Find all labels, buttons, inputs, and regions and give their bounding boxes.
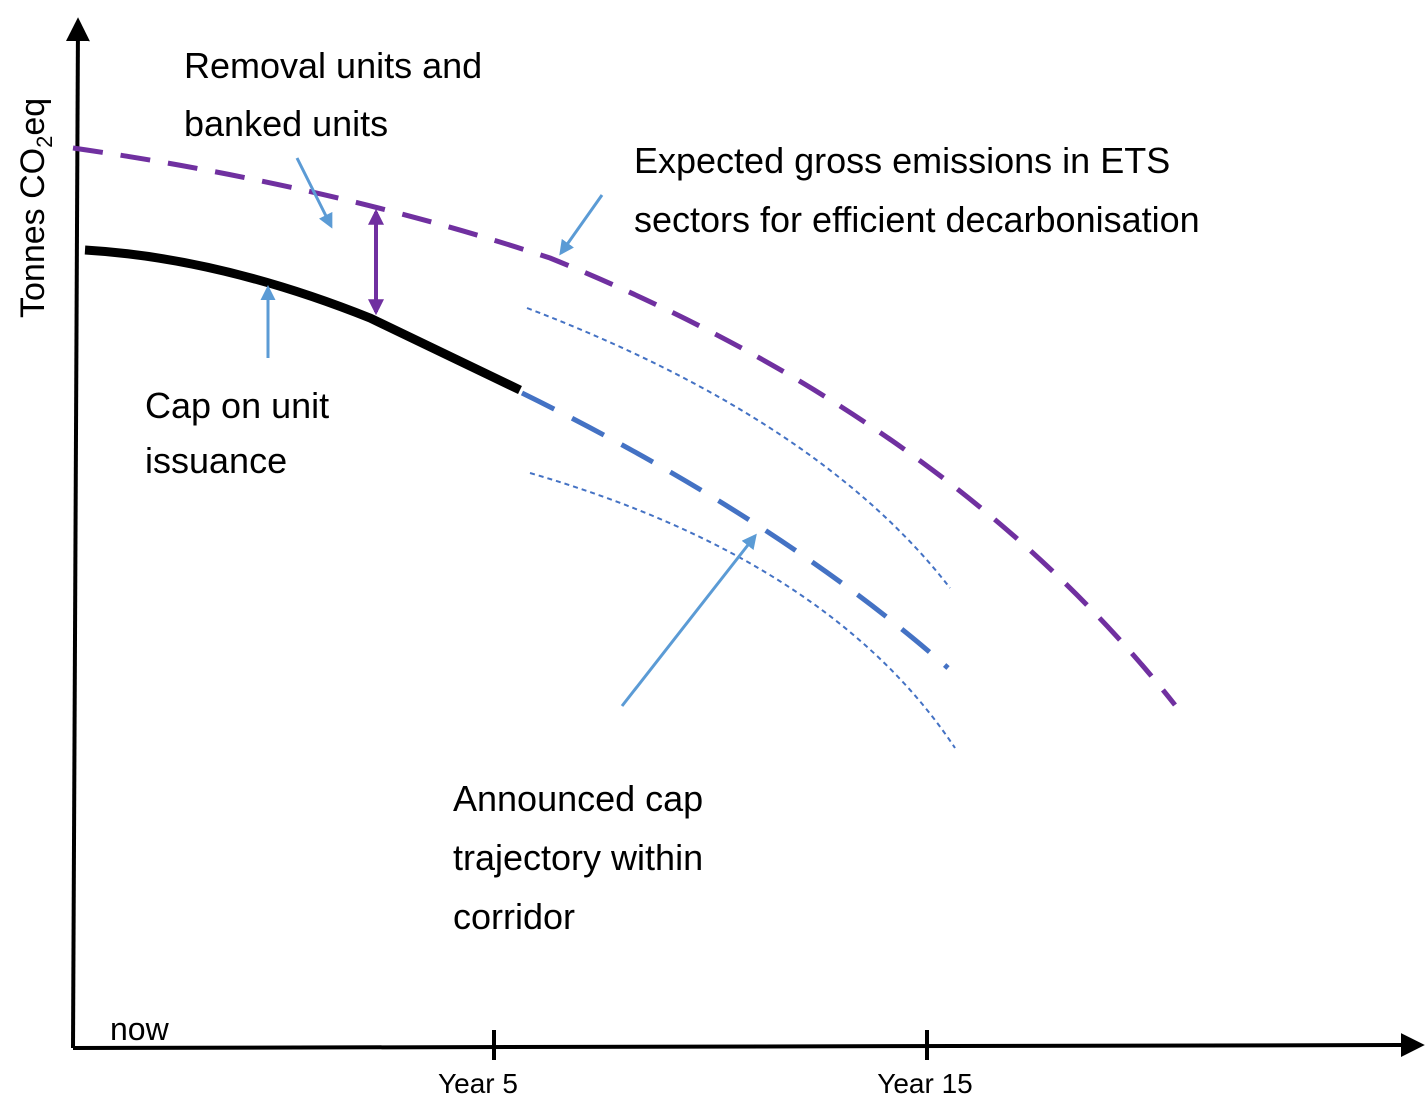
x-tick-label: Year 5 — [438, 1068, 518, 1099]
annotation: Cap on unit — [145, 385, 329, 426]
annotation: Expected gross emissions in ETS — [634, 140, 1170, 181]
annotation: Removal units and — [184, 45, 482, 86]
annotation: trajectory within — [453, 837, 703, 878]
pointer-arrow — [295, 157, 333, 229]
y-axis — [65, 17, 90, 1049]
pointer-arrow — [559, 194, 604, 256]
y-label-sub: 2 — [32, 136, 57, 148]
annotation: issuance — [145, 440, 287, 481]
x-tick-label: Year 15 — [877, 1068, 973, 1099]
annotation: sectors for efficient decarbonisation — [634, 199, 1200, 240]
annotation: corridor — [453, 896, 575, 937]
y-axis-label: Tonnes CO2eq — [14, 98, 57, 318]
announced-cap-curve — [520, 390, 950, 670]
cap-curve — [84, 245, 522, 395]
expected-emissions-curve — [72, 145, 1177, 707]
pointer-arrow — [620, 533, 757, 707]
x-start-label: now — [110, 1011, 170, 1047]
y-label-end: eq — [14, 98, 52, 136]
annotation: Announced cap — [453, 778, 703, 819]
x-axis — [72, 1033, 1425, 1058]
corridor-upper — [526, 307, 951, 589]
y-label-main: Tonnes CO — [14, 148, 52, 318]
corridor-lower — [529, 472, 956, 749]
annotation: banked units — [184, 103, 388, 144]
